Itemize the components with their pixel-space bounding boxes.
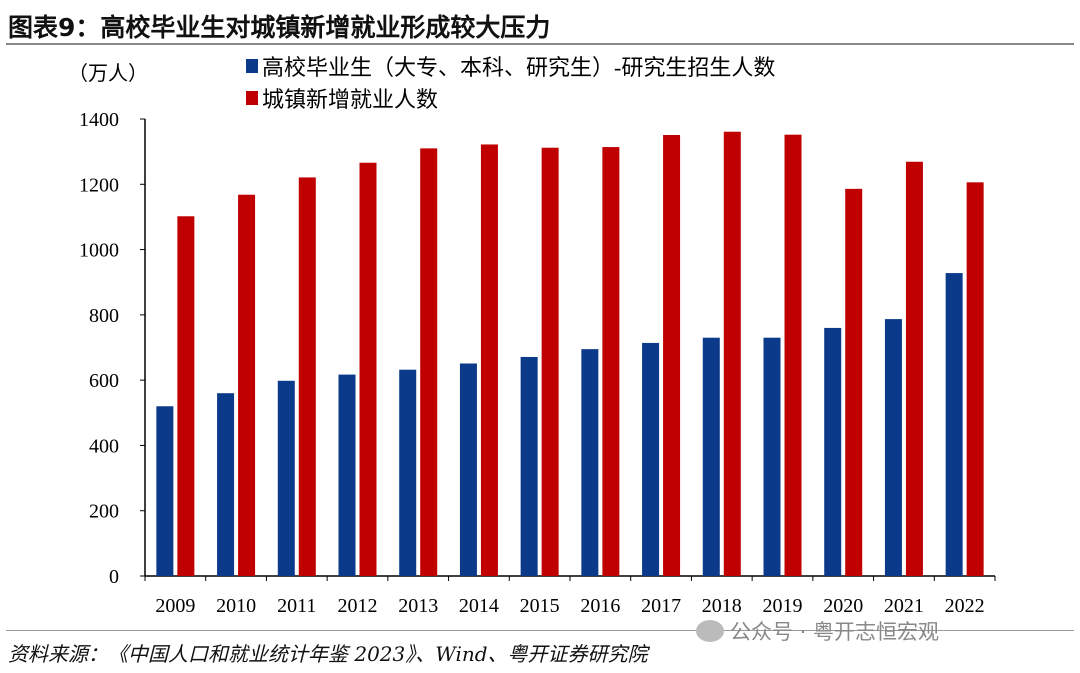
y-unit-label: （万人） <box>68 62 148 85</box>
y-tick-label: 0 <box>109 566 119 588</box>
legend-label: 高校毕业生（大专、本科、研究生）-研究生招生人数 <box>262 55 775 80</box>
legend-swatch <box>246 91 258 105</box>
bar-graduates-2011 <box>277 380 295 576</box>
title-divider <box>6 43 1074 45</box>
y-tick-label: 1400 <box>79 109 119 131</box>
y-tick-label: 800 <box>89 305 119 327</box>
source-note: 资料来源：《中国人口和就业统计年鉴 2023》、Wind、粤开证券研究院 <box>8 642 648 666</box>
bar-graduates-2015 <box>520 356 538 576</box>
figure-title: 图表9：高校毕业生对城镇新增就业形成较大压力 <box>8 13 551 42</box>
bar-new-urban-jobs-2019 <box>784 134 802 576</box>
bar-new-urban-jobs-2016 <box>602 147 620 576</box>
bar-new-urban-jobs-2022 <box>966 182 984 576</box>
y-tick-label: 400 <box>89 435 119 457</box>
x-tick-label: 2010 <box>216 595 256 617</box>
bar-graduates-2017 <box>642 342 660 576</box>
footer-divider <box>6 630 1074 631</box>
x-tick-label: 2011 <box>277 595 316 617</box>
bar-graduates-2009 <box>156 406 174 576</box>
bar-new-urban-jobs-2017 <box>663 134 681 576</box>
watermark-text: 公众号 · 粤开志恒宏观 <box>730 620 940 644</box>
legend-label: 城镇新增就业人数 <box>262 87 438 112</box>
x-tick-label: 2021 <box>884 595 924 617</box>
bar-new-urban-jobs-2020 <box>845 188 863 576</box>
x-tick-label: 2015 <box>520 595 560 617</box>
bar-graduates-2019 <box>763 337 781 576</box>
bar-new-urban-jobs-2021 <box>905 161 923 576</box>
bar-new-urban-jobs-2010 <box>238 194 256 576</box>
x-tick-label: 2016 <box>580 595 620 617</box>
legend-swatch <box>246 59 258 73</box>
bar-new-urban-jobs-2013 <box>420 148 438 576</box>
bar-graduates-2013 <box>399 369 417 576</box>
bar-new-urban-jobs-2011 <box>298 177 316 576</box>
bar-new-urban-jobs-2012 <box>359 162 377 576</box>
x-tick-label: 2022 <box>945 595 985 617</box>
x-tick-label: 2018 <box>702 595 742 617</box>
bar-graduates-2010 <box>217 393 235 576</box>
bar-new-urban-jobs-2015 <box>541 147 559 576</box>
x-tick-label: 2019 <box>763 595 803 617</box>
bar-graduates-2012 <box>338 374 356 576</box>
bar-graduates-2014 <box>459 363 477 576</box>
bar-new-urban-jobs-2009 <box>177 216 195 577</box>
x-tick-label: 2013 <box>398 595 438 617</box>
y-tick-label: 600 <box>89 370 119 392</box>
y-tick-label: 200 <box>89 501 119 523</box>
x-tick-label: 2009 <box>155 595 195 617</box>
watermark: 公众号 · 粤开志恒宏观 <box>696 616 939 646</box>
bar-graduates-2018 <box>702 337 720 576</box>
bar-new-urban-jobs-2014 <box>480 144 498 576</box>
x-tick-label: 2012 <box>338 595 378 617</box>
y-tick-label: 1200 <box>79 174 119 196</box>
y-tick-label: 1000 <box>79 240 119 262</box>
bar-new-urban-jobs-2018 <box>723 131 741 576</box>
x-tick-label: 2017 <box>641 595 681 617</box>
wechat-icon <box>696 620 724 642</box>
bar-graduates-2020 <box>824 327 842 576</box>
bar-graduates-2022 <box>945 273 963 576</box>
bar-graduates-2021 <box>884 319 902 576</box>
x-tick-label: 2014 <box>459 595 499 617</box>
x-tick-label: 2020 <box>823 595 863 617</box>
bar-graduates-2016 <box>581 349 599 576</box>
